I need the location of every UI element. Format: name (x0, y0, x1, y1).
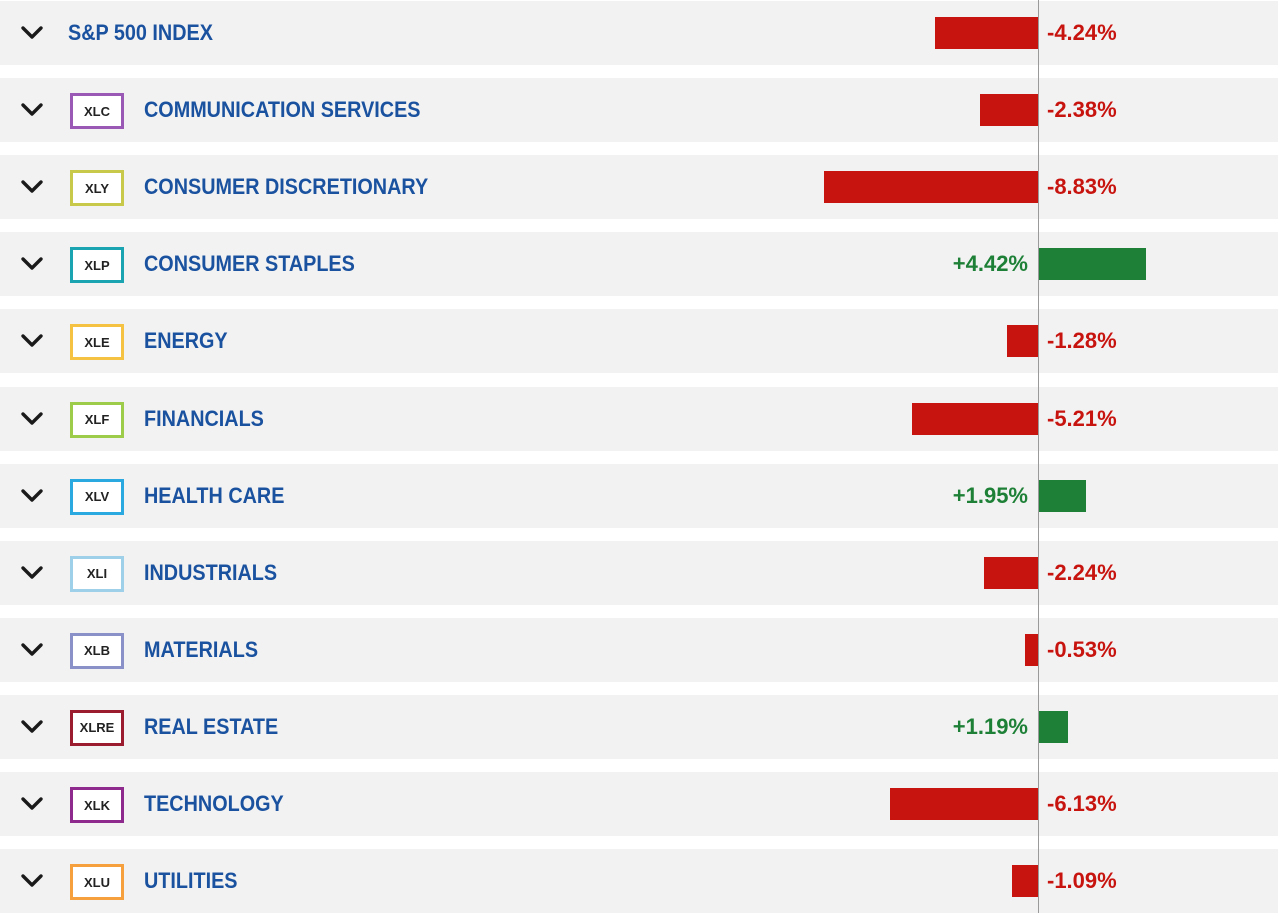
zero-baseline (1038, 0, 1039, 913)
sector-name-link[interactable]: COMMUNICATION SERVICES (144, 97, 421, 123)
sector-name-link[interactable]: CONSUMER DISCRETIONARY (144, 174, 429, 200)
value-bar (1025, 633, 1038, 666)
value-bar (1011, 865, 1038, 898)
expand-toggle-button[interactable] (12, 321, 52, 361)
sector-row[interactable]: XLU UTILITIES -1.09% (0, 849, 1278, 913)
sector-row[interactable]: XLI INDUSTRIALS -2.24% (0, 540, 1278, 605)
value-bar (1039, 710, 1068, 743)
chevron-down-icon (21, 874, 43, 887)
sector-name-link[interactable]: HEALTH CARE (144, 482, 285, 508)
chevron-down-icon (21, 488, 43, 502)
chevron-down-icon (21, 180, 43, 193)
ticker-badge: XLC (70, 93, 124, 130)
expand-toggle-button[interactable] (12, 399, 52, 439)
value-label: -1.28% (1047, 328, 1117, 354)
expand-toggle-button[interactable] (12, 861, 52, 901)
value-bar (824, 171, 1038, 204)
ticker-badge: XLB (70, 632, 124, 669)
value-bar (980, 94, 1038, 127)
value-label: +4.42% (952, 251, 1028, 277)
value-bar (1039, 248, 1146, 281)
ticker-badge: XLV (70, 478, 124, 515)
expand-toggle-button[interactable] (12, 244, 52, 284)
value-bar (1007, 325, 1038, 358)
ticker-badge: XLI (70, 555, 124, 592)
expand-toggle-button[interactable] (12, 167, 52, 207)
chevron-down-icon (21, 411, 43, 425)
sector-name-link[interactable]: UTILITIES (144, 868, 238, 894)
ticker-badge: XLE (70, 324, 124, 361)
sector-row[interactable]: XLY CONSUMER DISCRETIONARY -8.83% (0, 155, 1278, 220)
sector-row[interactable]: XLP CONSUMER STAPLES +4.42% (0, 232, 1278, 297)
sector-name-link[interactable]: ENERGY (144, 328, 228, 354)
value-label: -0.53% (1047, 636, 1117, 662)
sector-row[interactable]: XLC COMMUNICATION SERVICES -2.38% (0, 78, 1278, 143)
ticker-badge: XLY (70, 170, 124, 207)
sector-name-link[interactable]: INDUSTRIALS (144, 559, 278, 585)
value-label: -8.83% (1047, 174, 1117, 200)
value-label: -1.09% (1047, 868, 1117, 894)
expand-toggle-button[interactable] (12, 784, 52, 824)
expand-toggle-button[interactable] (12, 90, 52, 130)
chevron-down-icon (21, 26, 43, 39)
sector-row[interactable]: XLK TECHNOLOGY -6.13% (0, 772, 1278, 836)
value-label: -2.38% (1047, 97, 1117, 123)
value-label: -6.13% (1047, 791, 1117, 816)
value-label: +1.19% (952, 713, 1028, 739)
expand-toggle-button[interactable] (12, 13, 52, 53)
sector-row[interactable]: XLE ENERGY -1.28% (0, 309, 1278, 374)
value-bar (983, 556, 1038, 589)
ticker-badge: XLF (70, 401, 124, 438)
value-label: -2.24% (1047, 559, 1117, 585)
sector-name-link[interactable]: FINANCIALS (144, 405, 264, 431)
ticker-badge: XLU (70, 864, 124, 901)
sector-name-link[interactable]: S&P 500 INDEX (68, 20, 213, 45)
chevron-down-icon (21, 257, 43, 270)
ticker-badge: XLRE (70, 709, 124, 746)
expand-toggle-button[interactable] (12, 476, 52, 516)
ticker-badge: XLP (70, 247, 124, 284)
expand-toggle-button[interactable] (12, 707, 52, 747)
chevron-down-icon (21, 643, 43, 656)
sector-row[interactable]: S&P 500 INDEX -4.24% (0, 1, 1278, 65)
chevron-down-icon (21, 797, 43, 810)
value-label: +1.95% (952, 482, 1028, 508)
sector-row[interactable]: XLB MATERIALS -0.53% (0, 617, 1278, 682)
value-bar (911, 402, 1038, 435)
value-label: -5.21% (1047, 405, 1117, 431)
value-bar (889, 788, 1038, 820)
sector-row[interactable]: XLRE REAL ESTATE +1.19% (0, 694, 1278, 759)
sector-name-link[interactable]: MATERIALS (144, 636, 259, 662)
chevron-down-icon (21, 565, 43, 579)
sector-name-link[interactable]: CONSUMER STAPLES (144, 251, 355, 277)
expand-toggle-button[interactable] (12, 553, 52, 593)
sector-row[interactable]: XLF FINANCIALS -5.21% (0, 386, 1278, 451)
value-label: -4.24% (1047, 20, 1117, 45)
value-bar (935, 17, 1038, 49)
sector-row[interactable]: XLV HEALTH CARE +1.95% (0, 463, 1278, 528)
chevron-down-icon (21, 334, 43, 348)
value-bar (1039, 479, 1087, 512)
chevron-down-icon (21, 720, 43, 733)
expand-toggle-button[interactable] (12, 630, 52, 670)
sector-name-link[interactable]: TECHNOLOGY (144, 791, 284, 816)
chevron-down-icon (21, 103, 43, 116)
sector-name-link[interactable]: REAL ESTATE (144, 713, 279, 739)
ticker-badge: XLK (70, 787, 124, 823)
